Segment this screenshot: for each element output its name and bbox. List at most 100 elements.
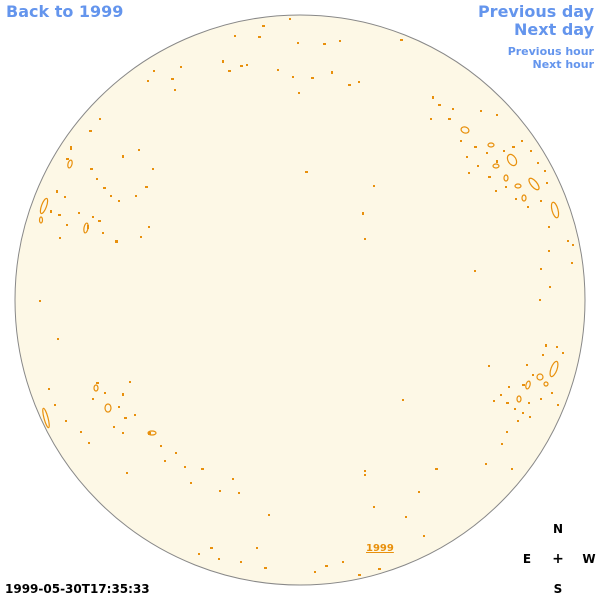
contour-speck — [373, 185, 375, 187]
contour-speck — [78, 212, 80, 214]
contour-speck — [474, 270, 476, 272]
contour-loop — [492, 163, 500, 169]
contour-speck — [153, 70, 155, 72]
back-to-year-link[interactable]: Back to 1999 — [6, 2, 124, 21]
contour-speck — [210, 547, 213, 549]
contour-speck — [506, 431, 508, 433]
contour-speck — [96, 382, 99, 384]
contour-speck — [548, 226, 550, 228]
contour-speck — [311, 77, 314, 79]
contour-speck — [529, 416, 531, 418]
contour-speck — [228, 70, 231, 72]
contour-speck — [190, 482, 192, 484]
contour-loop — [536, 373, 544, 381]
contour-speck — [298, 92, 300, 94]
year-link[interactable]: 1999 — [366, 543, 394, 554]
contour-speck — [56, 190, 58, 193]
contour-speck — [540, 268, 542, 270]
contour-speck — [262, 25, 265, 27]
contour-speck — [57, 338, 59, 340]
contour-speck — [539, 299, 541, 301]
contour-speck — [92, 216, 94, 218]
contour-speck — [548, 250, 550, 252]
contour-speck — [438, 104, 441, 106]
contour-speck — [145, 186, 148, 188]
contour-speck — [110, 195, 112, 197]
contour-speck — [358, 574, 361, 576]
contour-speck — [70, 146, 72, 150]
contour-speck — [542, 354, 544, 356]
contour-speck — [526, 364, 528, 366]
observation-timestamp: 1999-05-30T17:35:33 — [5, 582, 150, 596]
contour-speck — [468, 172, 470, 174]
contour-speck — [496, 114, 498, 116]
contour-speck — [126, 472, 128, 474]
magnetic-contours — [38, 18, 574, 576]
contour-speck — [268, 514, 270, 516]
contour-speck — [234, 35, 236, 37]
contour-speck — [219, 490, 221, 492]
contour-speck — [89, 130, 92, 132]
previous-hour-link[interactable]: Previous hour — [507, 45, 594, 58]
next-hour-link[interactable]: Next hour — [532, 58, 595, 71]
contour-speck — [297, 42, 299, 44]
contour-speck — [152, 168, 154, 170]
contour-loop — [42, 407, 50, 429]
contour-speck — [342, 561, 344, 563]
contour-speck — [201, 468, 204, 470]
contour-speck — [488, 176, 491, 178]
contour-speck — [124, 417, 127, 419]
contour-speck — [571, 262, 573, 264]
contour-speck — [423, 535, 425, 537]
contour-speck — [418, 491, 420, 493]
contour-speck — [378, 568, 381, 570]
contour-loop — [549, 360, 559, 378]
contour-speck — [135, 195, 137, 197]
contour-speck — [122, 155, 124, 158]
contour-speck — [90, 168, 93, 170]
contour-speck — [480, 110, 482, 112]
contour-speck — [512, 146, 515, 148]
contour-speck — [452, 108, 454, 110]
contour-speck — [537, 162, 539, 164]
contour-speck — [508, 386, 510, 388]
contour-speck — [572, 244, 574, 246]
contour-speck — [323, 43, 326, 45]
contour-speck — [96, 178, 98, 180]
contour-speck — [138, 149, 140, 151]
contour-speck — [544, 170, 546, 172]
contour-speck — [147, 80, 149, 82]
contour-speck — [232, 478, 234, 480]
contour-speck — [540, 398, 542, 400]
contour-speck — [134, 414, 136, 416]
contour-speck — [325, 565, 328, 567]
next-day-link[interactable]: Next day — [514, 20, 594, 39]
contour-speck — [129, 381, 131, 383]
contour-loop — [528, 177, 540, 191]
contour-speck — [164, 460, 166, 462]
contour-speck — [80, 431, 82, 433]
previous-day-link[interactable]: Previous day — [477, 2, 594, 21]
contour-loop — [83, 222, 89, 234]
contour-speck — [222, 60, 224, 63]
compass-east-label: E — [522, 552, 532, 566]
compass-south-label: S — [553, 582, 563, 596]
contour-loop — [38, 216, 44, 224]
contour-speck — [48, 388, 50, 390]
contour-speck — [364, 474, 366, 476]
contour-speck — [58, 214, 61, 216]
contour-speck — [160, 445, 162, 447]
contour-speck — [500, 394, 502, 396]
contour-speck — [540, 200, 542, 202]
contour-speck — [66, 158, 69, 160]
contour-speck — [474, 146, 477, 148]
contour-speck — [65, 420, 67, 422]
contour-speck — [148, 226, 150, 228]
contour-loop — [487, 142, 495, 148]
contour-speck — [405, 516, 407, 518]
contour-speck — [567, 240, 569, 242]
contour-speck — [496, 160, 498, 163]
contour-speck — [113, 426, 115, 428]
contour-speck — [246, 64, 248, 66]
contour-speck — [517, 420, 519, 422]
